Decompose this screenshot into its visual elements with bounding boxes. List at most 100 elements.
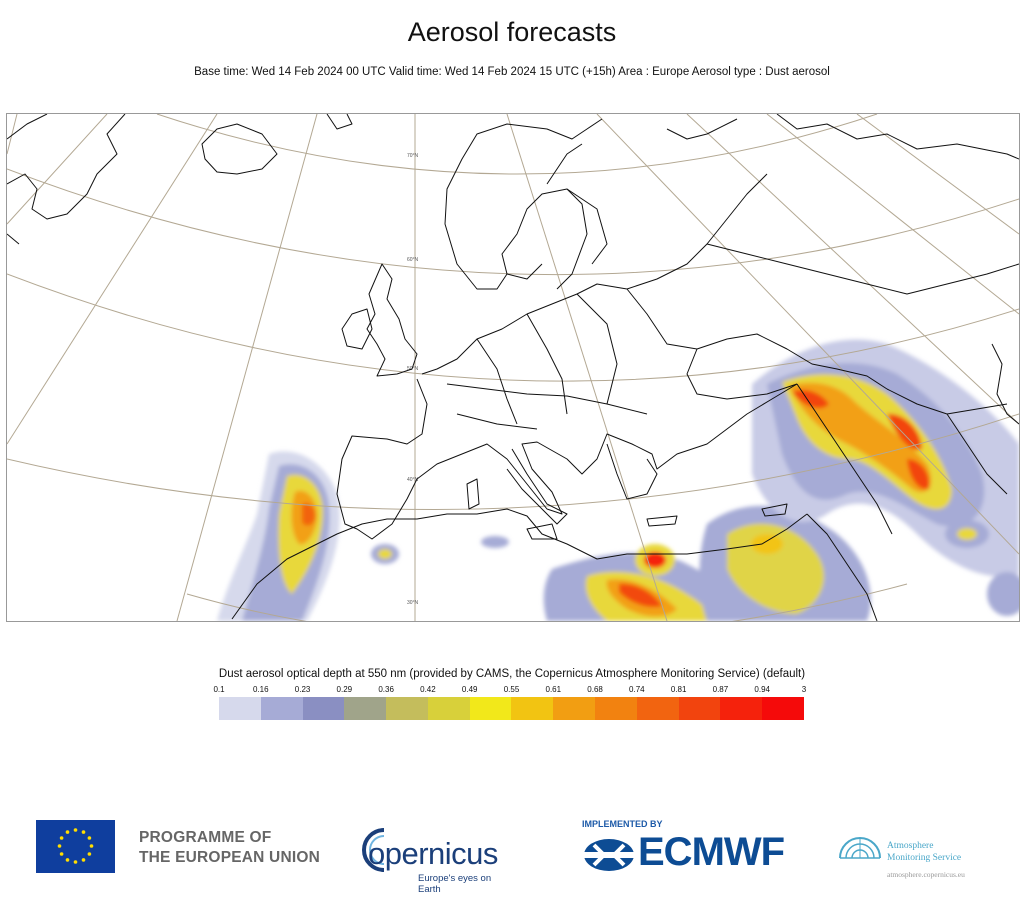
copernicus-tagline: Europe's eyes on Earth (418, 873, 492, 895)
legend-title: Dust aerosol optical depth at 550 nm (pr… (218, 668, 806, 680)
lat-label-70n: 70°N (407, 153, 419, 159)
greece-coast (606, 443, 658, 500)
meridian-w20 (7, 114, 218, 445)
eu-text-line2: THE EUROPEAN UNION (139, 849, 321, 866)
meridian-e40 (766, 114, 1019, 315)
ams-name: Atmosphere Monitoring Service (887, 840, 961, 864)
italy-coast (506, 448, 568, 525)
legend-swatch (678, 697, 721, 720)
ams-logo: Atmosphere Monitoring Service atmosphere… (830, 820, 980, 886)
meridian-w40 (7, 114, 18, 155)
legend-tick-label: 0.61 (545, 685, 562, 694)
middle-east-borders (796, 383, 1008, 621)
dust-patch-spain-core (378, 549, 392, 559)
eu-text-line1: PROGRAMME OF (139, 829, 272, 846)
parallel-40n (7, 413, 1019, 511)
legend-swatch (720, 697, 763, 720)
lat-label-30n: 30°N (407, 600, 419, 606)
dust-patch-iraq-core (957, 528, 977, 540)
legend-swatch (511, 697, 554, 720)
legend-swatch (386, 697, 428, 720)
forecast-subtitle: Base time: Wed 14 Feb 2024 00 UTC Valid … (194, 66, 830, 78)
legend-swatch (260, 697, 303, 720)
scandinavia-coast (444, 118, 603, 290)
crete-coast (646, 515, 678, 527)
dust-plume-east-orange (789, 382, 932, 493)
legend-swatch (344, 697, 387, 720)
legend-tick-labels: 0.1 0.16 0.23 0.29 0.36 0.42 0.49 0.55 0.61 0.68 0… (213, 685, 807, 697)
parallel-60n (7, 168, 1019, 276)
ireland-coast (341, 308, 373, 350)
parallel-70n (156, 114, 878, 175)
legend-tick-label: 0.42 (420, 685, 436, 694)
dust-plume-east-red-a (792, 389, 829, 409)
copernicus-wordmark: opernicus (368, 836, 498, 871)
ecmwf-symbol-icon (582, 839, 636, 871)
dust-plume-iberia-red (302, 503, 316, 526)
legend-tick-label: 0.16 (252, 685, 269, 694)
graticule-lines (7, 114, 1019, 621)
meridian-e10 (506, 114, 668, 621)
legend-swatch (302, 697, 345, 720)
iceland-coast (201, 123, 278, 175)
dust-patch-arabia (987, 572, 1019, 616)
legend-tick-label: 0.74 (629, 685, 645, 694)
ams-globe-icon (839, 837, 881, 859)
dust-patch-med (481, 536, 509, 548)
black-sea-coast (686, 333, 888, 400)
meridian-w10 (176, 114, 318, 621)
copernicus-c-icon (362, 828, 385, 872)
central-europe-borders (446, 293, 648, 430)
footer-logos: PROGRAMME OF THE EUROPEAN UNION opernicu… (0, 810, 1024, 895)
legend-tick-label: 0.23 (294, 685, 311, 694)
eastern-borders (626, 173, 1019, 350)
meridian-e50 (856, 114, 1019, 235)
lat-label-40n: 40°N (407, 477, 419, 483)
north-africa-coast (231, 508, 808, 620)
cyprus-coast (761, 503, 788, 517)
dust-plume-libya-red (619, 583, 662, 608)
meridian-w30 (7, 114, 108, 225)
britain-coast (366, 263, 418, 377)
legend-tick-label: 3 (801, 685, 807, 694)
ecmwf-wordmark: ECMWF (638, 830, 785, 874)
eu-stars (57, 828, 94, 864)
russia-arctic-coast (666, 114, 1019, 160)
legend-tick-label: 0.68 (587, 685, 603, 694)
legend-swatch (427, 697, 470, 720)
page-title: Aerosol forecasts (407, 17, 617, 47)
dust-aerosol-map[interactable]: 70°N 60°N 50°N 40°N 30°N (6, 113, 1020, 622)
legend-swatch (469, 697, 512, 720)
svalbard-coast (326, 114, 353, 130)
meridian-e20 (596, 114, 1019, 555)
eu-flag-logo (36, 820, 115, 873)
implemented-by-label: IMPLEMENTED BY (582, 819, 663, 829)
dust-concentration-layer (217, 339, 1019, 621)
legend-tick-label: 0.81 (670, 685, 687, 694)
coastlines (7, 114, 1019, 621)
legend-color-bar (219, 697, 804, 720)
legend-tick-label: 0.1 (213, 685, 225, 694)
sicily-coast (526, 523, 558, 540)
dust-plume-egypt-yellow (727, 523, 825, 614)
dust-plume-east-red-b (887, 413, 922, 450)
legend-swatch (636, 697, 679, 720)
lat-label-50n: 50°N (407, 366, 419, 372)
copernicus-logo: opernicus Europe's eyes on Earth (354, 818, 514, 895)
continent-coast (336, 283, 798, 540)
latitude-labels: 70°N 60°N 50°N 40°N 30°N (407, 153, 419, 606)
greenland-coast (7, 114, 126, 245)
legend-tick-label: 0.49 (461, 685, 478, 694)
legend-tick-label: 0.87 (712, 685, 729, 694)
legend-swatch (553, 697, 596, 720)
legend-tick-label: 0.36 (378, 685, 394, 694)
legend-tick-label: 0.94 (754, 685, 770, 694)
caspian-coast (991, 343, 1019, 425)
ams-name-line2: Monitoring Service (887, 853, 962, 863)
ams-name-line1: Atmosphere (887, 841, 934, 851)
lat-label-60n: 60°N (407, 257, 419, 263)
parallel-30n (186, 583, 908, 621)
parallel-50n (7, 273, 1019, 382)
eu-programme-text: PROGRAMME OF THE EUROPEAN UNION (139, 828, 320, 868)
ams-url: atmosphere.copernicus.eu (887, 870, 965, 879)
